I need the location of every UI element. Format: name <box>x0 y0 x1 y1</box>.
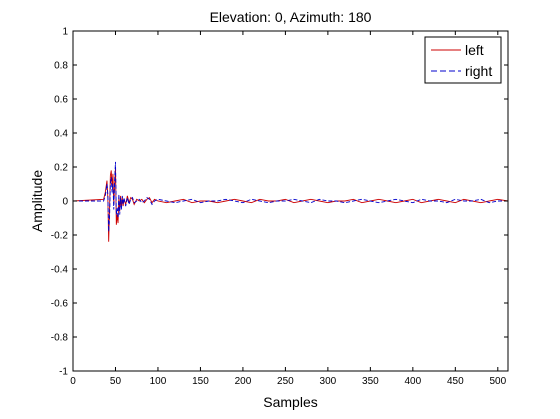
chart-title: Elevation: 0, Azimuth: 180 <box>210 9 372 25</box>
y-tick-label: 0.4 <box>54 129 68 140</box>
x-tick-label: 400 <box>405 376 422 387</box>
x-tick-label: 150 <box>192 376 209 387</box>
x-tick-label: 200 <box>235 376 252 387</box>
y-tick-label: 0.2 <box>54 163 68 174</box>
legend-label-right: right <box>465 63 492 79</box>
y-tick-label: -0.4 <box>51 265 69 276</box>
y-axis-label: Amplitude <box>29 170 45 232</box>
x-tick-label: 50 <box>110 376 122 387</box>
y-tick-label: -1 <box>59 367 68 378</box>
x-tick-label: 300 <box>320 376 337 387</box>
y-tick-label: -0.6 <box>51 299 69 310</box>
plot-layer <box>73 31 508 371</box>
y-tick-label: 0 <box>62 197 68 208</box>
axes-layer: 0 50 100 150 200 250 300 350 400 450 500 -1 -0.8 -0.6… <box>51 27 509 387</box>
series-line-right <box>73 161 508 232</box>
y-tick-label: 0.8 <box>54 61 68 72</box>
legend-box <box>424 36 502 84</box>
y-tick-label: -0.8 <box>51 333 69 344</box>
x-tick-label: 0 <box>70 376 76 387</box>
x-tick-label: 450 <box>447 376 464 387</box>
x-tick-label: 500 <box>489 376 506 387</box>
y-tick-label: -0.2 <box>51 231 69 242</box>
x-tick-label: 100 <box>150 376 167 387</box>
y-tick-label: 0.6 <box>54 95 68 106</box>
x-axis-label: Samples <box>263 394 317 410</box>
x-tick-label: 350 <box>362 376 379 387</box>
x-tick-label: 250 <box>277 376 294 387</box>
legend-label-left: left <box>465 42 484 58</box>
legend: left right <box>424 36 502 84</box>
y-tick-label: 1 <box>62 27 68 38</box>
